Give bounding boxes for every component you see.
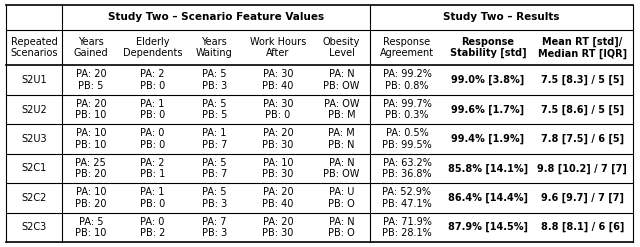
Text: 7.5 [8.6] / 5 [5]: 7.5 [8.6] / 5 [5] — [541, 104, 624, 115]
Text: PA: 30
PB: 40: PA: 30 PB: 40 — [262, 69, 294, 91]
Text: Study Two – Scenario Feature Values: Study Two – Scenario Feature Values — [108, 12, 324, 22]
Text: PA: 30
PB: 0: PA: 30 PB: 0 — [262, 99, 293, 120]
Text: PA: 5
PB: 3: PA: 5 PB: 3 — [202, 187, 227, 209]
Text: PA: 63.2%
PB: 36.8%: PA: 63.2% PB: 36.8% — [382, 158, 432, 179]
Text: Elderly
Dependents: Elderly Dependents — [123, 37, 182, 58]
Text: PA: 7
PB: 3: PA: 7 PB: 3 — [202, 217, 227, 238]
Text: PA: 2
PB: 1: PA: 2 PB: 1 — [140, 158, 165, 179]
Text: PA: 0
PB: 2: PA: 0 PB: 2 — [140, 217, 165, 238]
Text: Work Hours
After: Work Hours After — [250, 37, 306, 58]
Text: PA: 20
PB: 5: PA: 20 PB: 5 — [76, 69, 106, 91]
Text: PA: 5
PB: 3: PA: 5 PB: 3 — [202, 69, 227, 91]
Text: PA: U
PB: O: PA: U PB: O — [328, 187, 355, 209]
Text: PA: 10
PB: 30: PA: 10 PB: 30 — [262, 158, 294, 179]
Text: Repeated
Scenarios: Repeated Scenarios — [10, 37, 58, 58]
Text: PA: 71.9%
PB: 28.1%: PA: 71.9% PB: 28.1% — [382, 217, 432, 238]
Text: PA: 99.2%
PB: 0.8%: PA: 99.2% PB: 0.8% — [383, 69, 431, 91]
Text: Years
Waiting: Years Waiting — [196, 37, 232, 58]
Text: PA: 5
PB: 5: PA: 5 PB: 5 — [202, 99, 227, 120]
Text: 99.0% [3.8%]: 99.0% [3.8%] — [451, 75, 525, 85]
Text: PA: OW
PB: M: PA: OW PB: M — [324, 99, 359, 120]
Text: PA: N
PB: OW: PA: N PB: OW — [323, 158, 360, 179]
Text: PA: 20
PB: 40: PA: 20 PB: 40 — [262, 187, 294, 209]
Text: PA: 20
PB: 30: PA: 20 PB: 30 — [262, 217, 294, 238]
Text: Response
Stability [std]: Response Stability [std] — [450, 37, 526, 59]
Text: 99.6% [1.7%]: 99.6% [1.7%] — [451, 104, 525, 115]
Text: S2C2: S2C2 — [22, 193, 47, 203]
Text: 87.9% [14.5%]: 87.9% [14.5%] — [448, 222, 528, 232]
Text: PA: 1
PB: 0: PA: 1 PB: 0 — [140, 187, 165, 209]
Text: PA: 2
PB: 0: PA: 2 PB: 0 — [140, 69, 165, 91]
Text: S2C3: S2C3 — [22, 222, 47, 232]
Text: 7.5 [8.3] / 5 [5]: 7.5 [8.3] / 5 [5] — [541, 75, 624, 85]
Text: PA: 1
PB: 0: PA: 1 PB: 0 — [140, 99, 165, 120]
Text: 7.8 [7.5] / 6 [5]: 7.8 [7.5] / 6 [5] — [541, 134, 624, 144]
Text: 86.4% [14.4%]: 86.4% [14.4%] — [448, 193, 528, 203]
Text: PA: 99.7%
PB: 0.3%: PA: 99.7% PB: 0.3% — [383, 99, 431, 120]
Text: S2U1: S2U1 — [21, 75, 47, 85]
Text: 9.6 [9.7] / 7 [7]: 9.6 [9.7] / 7 [7] — [541, 193, 624, 203]
Text: Years
Gained: Years Gained — [74, 37, 108, 58]
Text: PA: 25
PB: 20: PA: 25 PB: 20 — [75, 158, 107, 179]
Text: PA: 20
PB: 10: PA: 20 PB: 10 — [75, 99, 106, 120]
Text: PA: N
PB: OW: PA: N PB: OW — [323, 69, 360, 91]
Text: Mean RT [std]/
Median RT [IQR]: Mean RT [std]/ Median RT [IQR] — [538, 37, 627, 59]
Text: PA: N
PB: O: PA: N PB: O — [328, 217, 355, 238]
Text: 85.8% [14.1%]: 85.8% [14.1%] — [448, 163, 528, 174]
Text: Obesity
Level: Obesity Level — [323, 37, 360, 58]
Text: 99.4% [1.9%]: 99.4% [1.9%] — [451, 134, 525, 144]
Text: PA: M
PB: N: PA: M PB: N — [328, 128, 355, 150]
Text: PA: 0.5%
PB: 99.5%: PA: 0.5% PB: 99.5% — [382, 128, 432, 150]
Text: S2C1: S2C1 — [22, 164, 47, 173]
Text: Response
Agreement: Response Agreement — [380, 37, 434, 58]
Text: S2U3: S2U3 — [21, 134, 47, 144]
Text: PA: 20
PB: 30: PA: 20 PB: 30 — [262, 128, 294, 150]
Text: PA: 52.9%
PB: 47.1%: PA: 52.9% PB: 47.1% — [382, 187, 432, 209]
Text: PA: 1
PB: 7: PA: 1 PB: 7 — [202, 128, 227, 150]
Text: 9.8 [10.2] / 7 [7]: 9.8 [10.2] / 7 [7] — [538, 163, 627, 174]
Text: PA: 5
PB: 7: PA: 5 PB: 7 — [202, 158, 227, 179]
Text: PA: 0
PB: 0: PA: 0 PB: 0 — [140, 128, 165, 150]
Text: PA: 10
PB: 20: PA: 10 PB: 20 — [75, 187, 107, 209]
Text: PA: 5
PB: 10: PA: 5 PB: 10 — [75, 217, 106, 238]
Text: Study Two – Results: Study Two – Results — [444, 12, 560, 22]
Text: PA: 10
PB: 10: PA: 10 PB: 10 — [75, 128, 106, 150]
Text: S2U2: S2U2 — [21, 105, 47, 115]
Text: 8.8 [8.1] / 6 [6]: 8.8 [8.1] / 6 [6] — [541, 222, 624, 232]
